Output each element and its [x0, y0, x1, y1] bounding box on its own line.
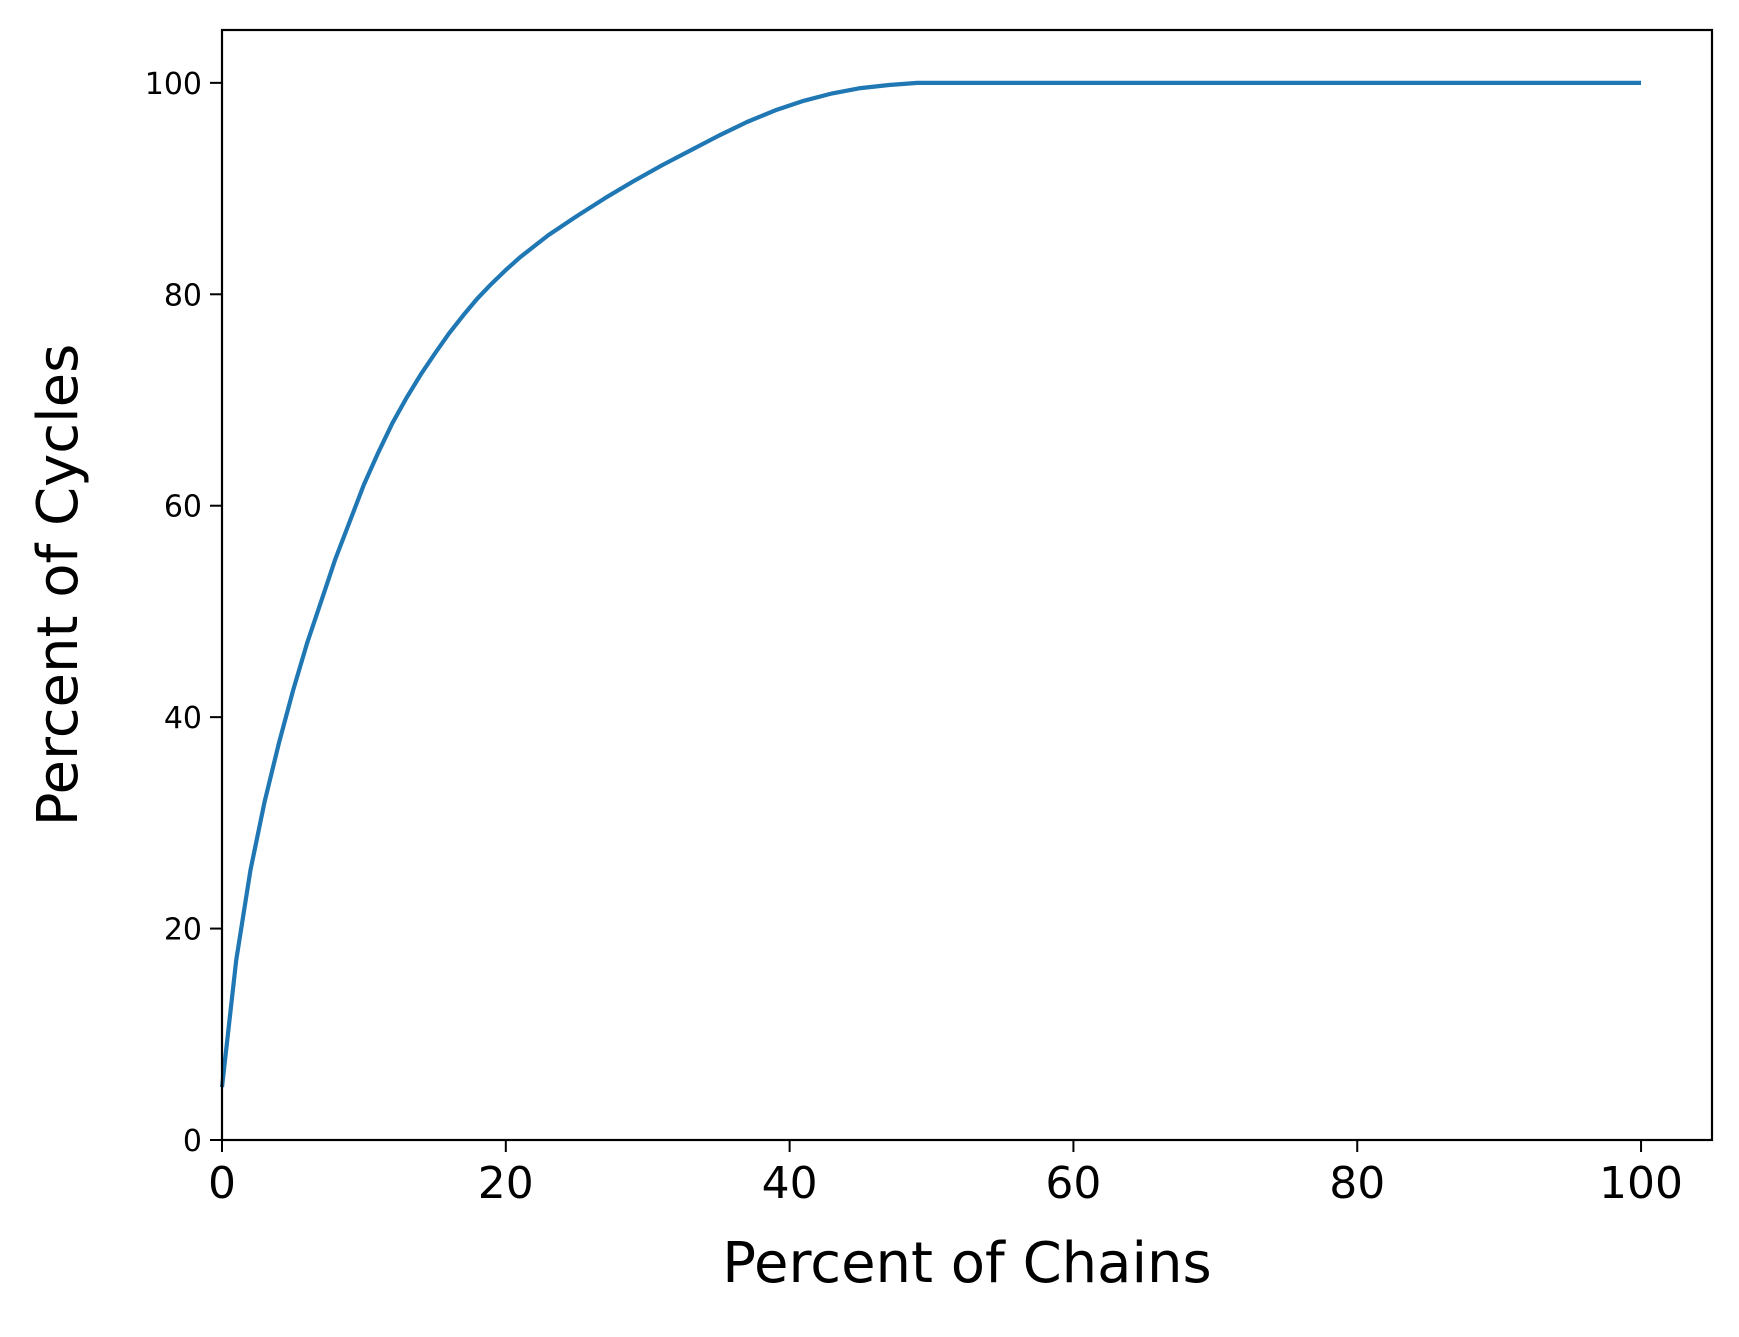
x-tick-label: 0	[208, 1158, 236, 1209]
y-axis-ticks: 0 20 40 60 80 100	[145, 67, 222, 1159]
y-tick-label: 20	[164, 913, 202, 948]
y-tick-label: 60	[164, 490, 202, 525]
series-line-0	[219, 80, 1641, 1088]
y-tick-label: 0	[183, 1124, 202, 1159]
y-tick-label: 40	[164, 701, 202, 736]
axes-frame	[220, 28, 1714, 1142]
x-tick-label: 20	[478, 1158, 534, 1209]
y-tick-label: 100	[145, 67, 202, 102]
x-tick-label: 40	[762, 1158, 818, 1209]
plot-area	[219, 80, 1641, 1088]
x-tick-label: 100	[1599, 1158, 1683, 1209]
x-tick-label: 60	[1045, 1158, 1101, 1209]
y-axis-label: Percent of Cycles	[26, 344, 91, 827]
y-tick-label: 80	[164, 278, 202, 313]
x-axis-label: Percent of Chains	[722, 1231, 1211, 1296]
x-tick-label: 80	[1329, 1158, 1385, 1209]
x-axis-ticks: 0 20 40 60 80 100	[208, 1140, 1683, 1209]
